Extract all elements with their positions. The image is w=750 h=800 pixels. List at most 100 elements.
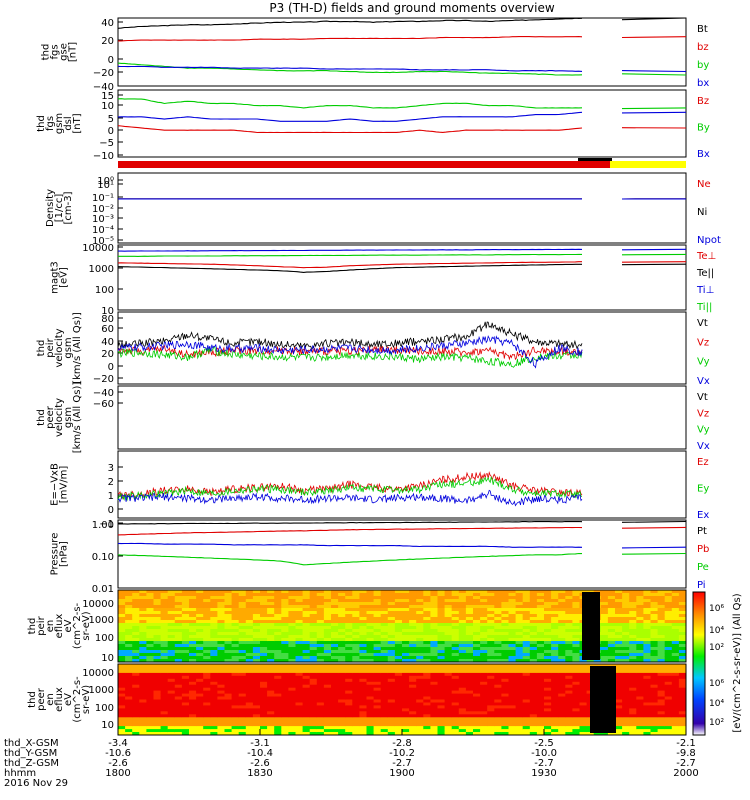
heatmap-cell <box>139 623 147 627</box>
heatmap-cell <box>323 669 332 674</box>
heatmap-cell <box>600 590 609 594</box>
y-axis-label: peir <box>36 615 47 635</box>
heatmap-cell <box>622 635 630 639</box>
heatmap-cell <box>515 647 524 651</box>
heatmap-cell <box>444 705 453 709</box>
heatmap-cell <box>189 647 197 651</box>
heatmap-cell <box>217 687 225 692</box>
heatmap-cell <box>650 705 658 709</box>
heatmap-cell <box>210 614 218 618</box>
heatmap-cell <box>629 602 637 606</box>
heatmap-cell <box>444 620 453 624</box>
heatmap-cell <box>465 714 474 718</box>
heatmap-cell <box>430 629 438 633</box>
heatmap-cell <box>643 623 651 627</box>
heatmap-cell <box>536 705 545 709</box>
heatmap-cell <box>380 726 389 730</box>
heatmap-cell <box>402 717 410 721</box>
heatmap-cell <box>416 617 424 621</box>
x-tick-label: -2.8 <box>392 738 412 749</box>
heatmap-cell <box>267 653 275 657</box>
heatmap-cell <box>430 667 438 671</box>
y-axis-label: [km/s (All Qs)] <box>72 382 83 454</box>
heatmap-cell <box>139 620 147 624</box>
heatmap-cell <box>473 684 481 689</box>
heatmap-cell <box>579 675 587 680</box>
heatmap-cell <box>671 678 680 683</box>
heatmap-cell <box>615 650 623 654</box>
heatmap-cell <box>316 675 325 680</box>
heatmap-cell <box>231 732 240 736</box>
heatmap-cell <box>139 675 147 680</box>
heatmap-cell <box>274 667 282 671</box>
heatmap-cell <box>366 593 374 597</box>
heatmap-cell <box>189 702 197 706</box>
heatmap-cell <box>678 720 687 724</box>
heatmap-cell <box>174 653 183 657</box>
heatmap-cell <box>316 602 325 606</box>
heatmap-cell <box>338 717 346 721</box>
heatmap-cell <box>494 732 502 736</box>
heatmap-cell <box>217 629 225 633</box>
y-tick-label: 0 <box>108 126 114 137</box>
heatmap-cell <box>444 711 453 715</box>
heatmap-cell <box>196 669 204 674</box>
heatmap-cell <box>480 717 488 721</box>
heatmap-cell <box>160 690 169 694</box>
heatmap-cell <box>274 626 282 630</box>
heatmap-cell <box>657 623 666 627</box>
heatmap-cell <box>316 608 325 612</box>
heatmap-cell <box>231 687 240 692</box>
heatmap-cell <box>217 641 225 645</box>
heatmap-cell <box>245 617 254 621</box>
heatmap-cell <box>494 690 502 694</box>
heatmap-cell <box>245 720 254 724</box>
heatmap-cell <box>323 726 332 730</box>
heatmap-cell <box>437 590 445 594</box>
heatmap-cell <box>565 656 573 660</box>
heatmap-cell <box>338 608 346 612</box>
heatmap-cell <box>650 672 658 677</box>
heatmap-cell <box>309 720 318 724</box>
heatmap-cell <box>139 644 147 648</box>
heatmap-cell <box>423 590 431 594</box>
heatmap-cell <box>643 723 651 727</box>
heatmap-cell <box>508 667 516 671</box>
heatmap-cell <box>238 596 247 600</box>
heatmap-cell <box>295 650 303 654</box>
heatmap-cell <box>437 672 445 677</box>
heatmap-cell <box>629 667 637 671</box>
heatmap-cell <box>352 641 360 645</box>
heatmap-cell <box>671 667 680 671</box>
heatmap-cell <box>650 608 658 612</box>
heatmap-cell <box>366 650 374 654</box>
heatmap-cell <box>260 626 268 630</box>
heatmap-cell <box>402 608 410 612</box>
heatmap-cell <box>167 723 176 727</box>
heatmap-cell <box>671 690 680 694</box>
heatmap-cell <box>657 590 666 594</box>
heatmap-cell <box>558 708 566 712</box>
heatmap-cell <box>458 675 467 680</box>
heatmap-cell <box>224 705 232 709</box>
heatmap-cell <box>181 702 190 706</box>
heatmap-cell <box>607 614 616 618</box>
heatmap-cell <box>387 720 396 724</box>
heatmap-cell <box>458 641 467 645</box>
heatmap-cell <box>125 608 133 612</box>
heatmap-cell <box>118 647 126 651</box>
heatmap-cell <box>125 647 133 651</box>
heatmap-cell <box>664 723 673 727</box>
heatmap-cell <box>409 650 417 654</box>
heatmap-cell <box>359 653 367 657</box>
heatmap-cell <box>153 656 161 660</box>
heatmap-cell <box>615 702 623 706</box>
heatmap-cell <box>558 675 566 680</box>
heatmap-cell <box>267 723 275 727</box>
heatmap-cell <box>501 614 509 618</box>
heatmap-cell <box>622 602 630 606</box>
heatmap-cell <box>323 593 332 597</box>
heatmap-cell <box>309 599 318 603</box>
heatmap-cell <box>210 599 218 603</box>
